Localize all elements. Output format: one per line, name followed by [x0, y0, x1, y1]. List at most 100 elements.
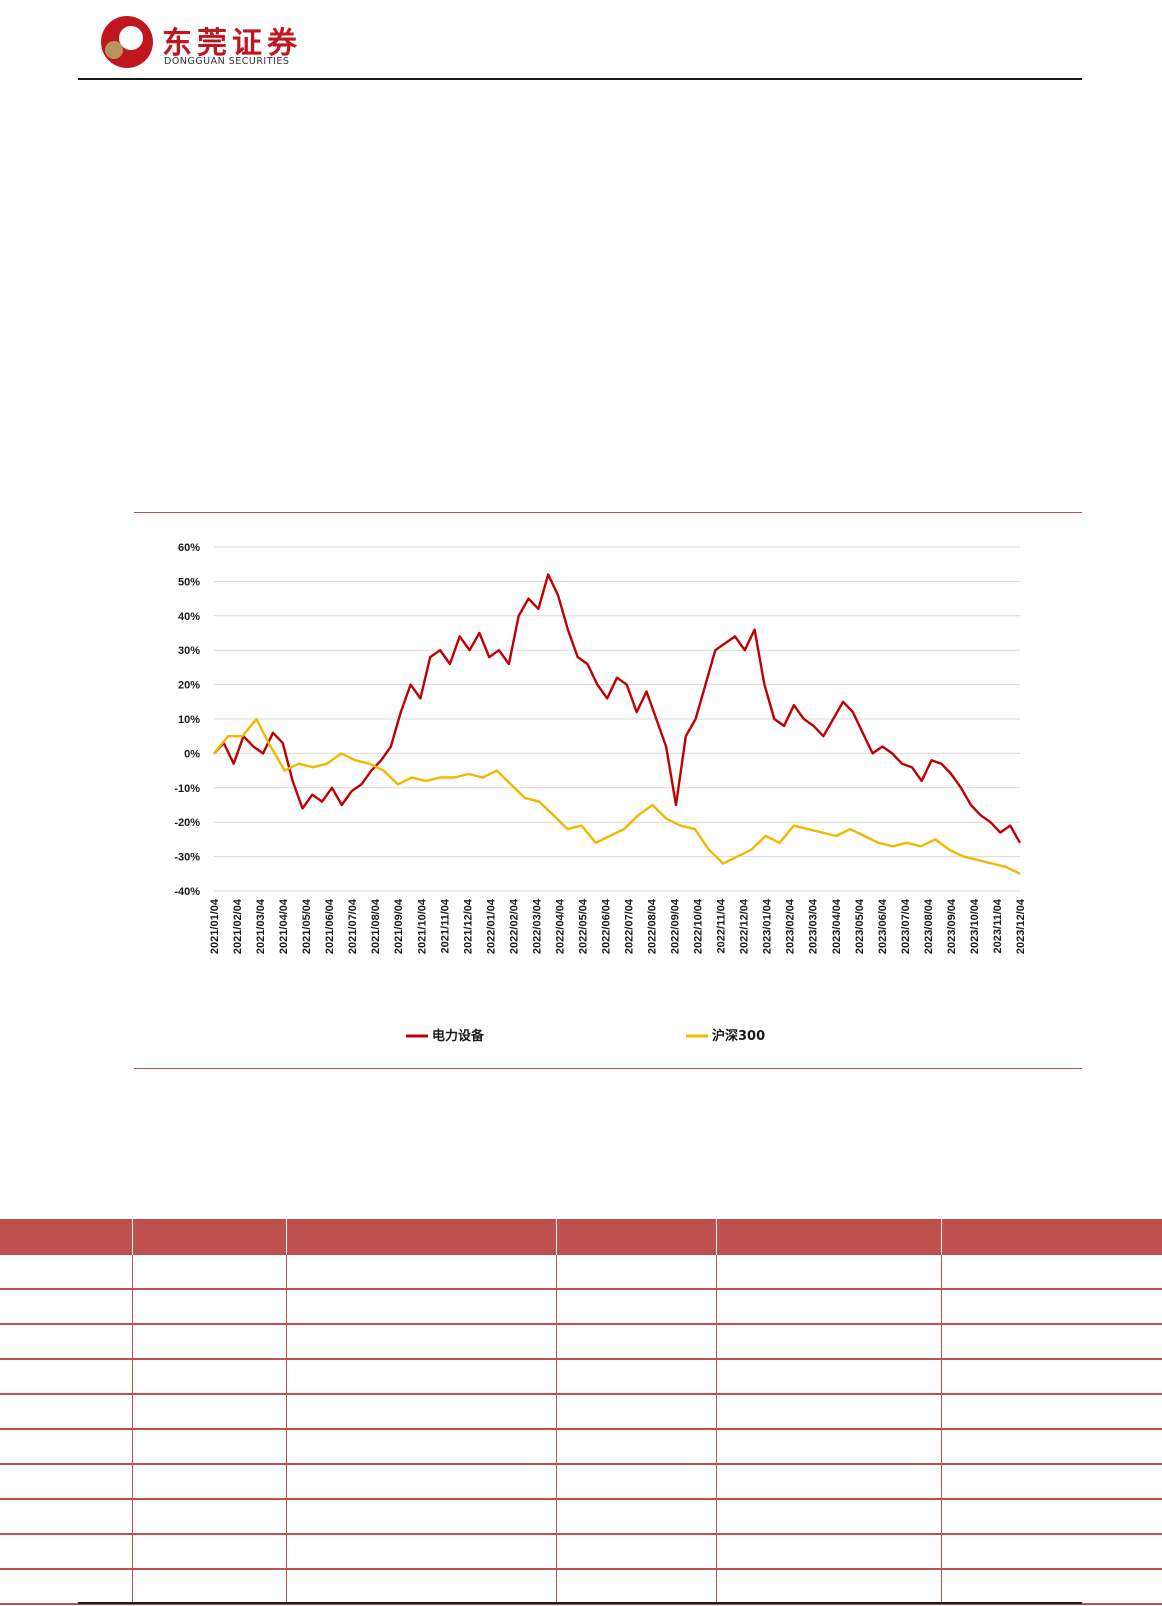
table-cell [0, 1324, 132, 1360]
performance-chart-frame: 60% 50% 40% 30% 20% 10% 0% -10% -20% -30% -40% 2021… [134, 512, 1082, 1069]
x-tick-label: 2021/10/04 [416, 898, 428, 954]
table-cell [715, 1324, 941, 1360]
table-cell [940, 1324, 1162, 1360]
table-row [0, 1429, 1162, 1465]
table-cell [555, 1464, 716, 1500]
table-row [0, 1499, 1162, 1535]
table-header-cell [940, 1219, 1162, 1255]
table-body [0, 1255, 1162, 1605]
x-tick-label: 2021/12/04 [462, 898, 474, 954]
table-row [0, 1324, 1162, 1360]
table-cell [285, 1255, 556, 1290]
table-cell [715, 1464, 941, 1500]
table-header-cell [131, 1219, 286, 1255]
table-cell [715, 1534, 941, 1570]
table-cell [715, 1569, 941, 1605]
table-cell [0, 1255, 132, 1290]
table-cell [0, 1394, 132, 1430]
x-tick-label: 2022/08/04 [647, 898, 659, 954]
table-cell [555, 1359, 716, 1395]
table-header-row [0, 1219, 1162, 1255]
x-tick-label: 2023/01/04 [762, 898, 774, 954]
x-tick-label: 2021/08/04 [370, 898, 382, 954]
x-tick-label: 2023/07/04 [900, 898, 912, 954]
x-tick-label: 2021/07/04 [347, 898, 359, 954]
series-line-2 [213, 717, 1021, 875]
table-row [0, 1464, 1162, 1500]
table-cell [285, 1429, 556, 1465]
x-tick-label: 2023/11/04 [992, 898, 1004, 953]
table-cell [131, 1499, 286, 1535]
table-row [0, 1289, 1162, 1325]
x-tick-label: 2023/02/04 [785, 898, 797, 954]
x-tick-label: 2023/08/04 [923, 898, 935, 954]
table-row [0, 1359, 1162, 1395]
x-tick-label: 2021/04/04 [278, 898, 290, 954]
table-cell [0, 1429, 132, 1465]
x-tick-label: 2022/06/04 [600, 898, 612, 954]
y-tick-label: 10% [178, 714, 200, 726]
table-cell [131, 1569, 286, 1605]
y-tick-label: -30% [174, 852, 200, 864]
table-row [0, 1534, 1162, 1570]
table-cell [940, 1534, 1162, 1570]
legend-label: 沪深300 [712, 1028, 765, 1044]
table-cell [715, 1359, 941, 1395]
table-cell [285, 1569, 556, 1605]
series-line-1 [213, 573, 1022, 844]
x-tick-label: 2022/07/04 [624, 898, 636, 954]
table-cell [0, 1499, 132, 1535]
table-header-cell [555, 1219, 716, 1255]
table-cell [940, 1569, 1162, 1605]
header-divider [78, 78, 1082, 80]
logo-chinese-name: 东莞证券 [162, 26, 302, 61]
table-cell [940, 1394, 1162, 1430]
x-tick-label: 2023/04/04 [831, 898, 843, 954]
table-cell [715, 1394, 941, 1430]
x-tick-label: 2023/12/04 [1015, 898, 1027, 954]
table-cell [940, 1255, 1162, 1290]
table-cell [0, 1359, 132, 1395]
data-table [0, 1219, 1162, 1605]
table-cell [131, 1324, 286, 1360]
table-cell [285, 1359, 556, 1395]
x-tick-label: 2021/05/04 [301, 898, 313, 954]
x-tick-label: 2023/10/04 [969, 898, 981, 954]
table-cell [715, 1429, 941, 1465]
table-cell [131, 1429, 286, 1465]
table-header-cell [715, 1219, 941, 1255]
x-tick-label: 2022/04/04 [554, 898, 566, 954]
table-cell [940, 1464, 1162, 1500]
table-row [0, 1394, 1162, 1430]
x-tick-label: 2023/06/04 [877, 898, 889, 954]
y-tick-label: -20% [174, 817, 200, 829]
y-tick-label: 0% [184, 748, 200, 760]
x-tick-label: 2023/09/04 [946, 898, 958, 954]
table-cell [715, 1289, 941, 1325]
table-cell [0, 1464, 132, 1500]
x-tick-label: 2022/02/04 [508, 898, 520, 954]
x-tick-label: 2023/05/04 [854, 898, 866, 954]
table-cell [285, 1289, 556, 1325]
table-cell [131, 1394, 286, 1430]
x-tick-label: 2021/09/04 [393, 898, 405, 954]
table-cell [285, 1499, 556, 1535]
x-tick-label: 2022/03/04 [531, 898, 543, 954]
performance-line-chart: 60% 50% 40% 30% 20% 10% 0% -10% -20% -30% -40% 2021… [174, 542, 1027, 1044]
table-cell [555, 1394, 716, 1430]
table-row [0, 1569, 1162, 1605]
table-row [0, 1255, 1162, 1290]
x-tick-label: 2022/11/04 [716, 898, 728, 953]
x-tick-label: 2022/10/04 [693, 898, 705, 954]
dongguan-securities-logo-icon [101, 16, 153, 68]
table-cell [555, 1569, 716, 1605]
table-cell [131, 1359, 286, 1395]
y-tick-label: 30% [178, 645, 200, 657]
x-tick-label: 2021/01/04 [209, 898, 221, 954]
table-cell [131, 1289, 286, 1325]
x-tick-label: 2023/03/04 [808, 898, 820, 954]
y-tick-label: -10% [174, 783, 200, 795]
table-cell [555, 1289, 716, 1325]
table-cell [715, 1255, 941, 1290]
table-cell [555, 1499, 716, 1535]
